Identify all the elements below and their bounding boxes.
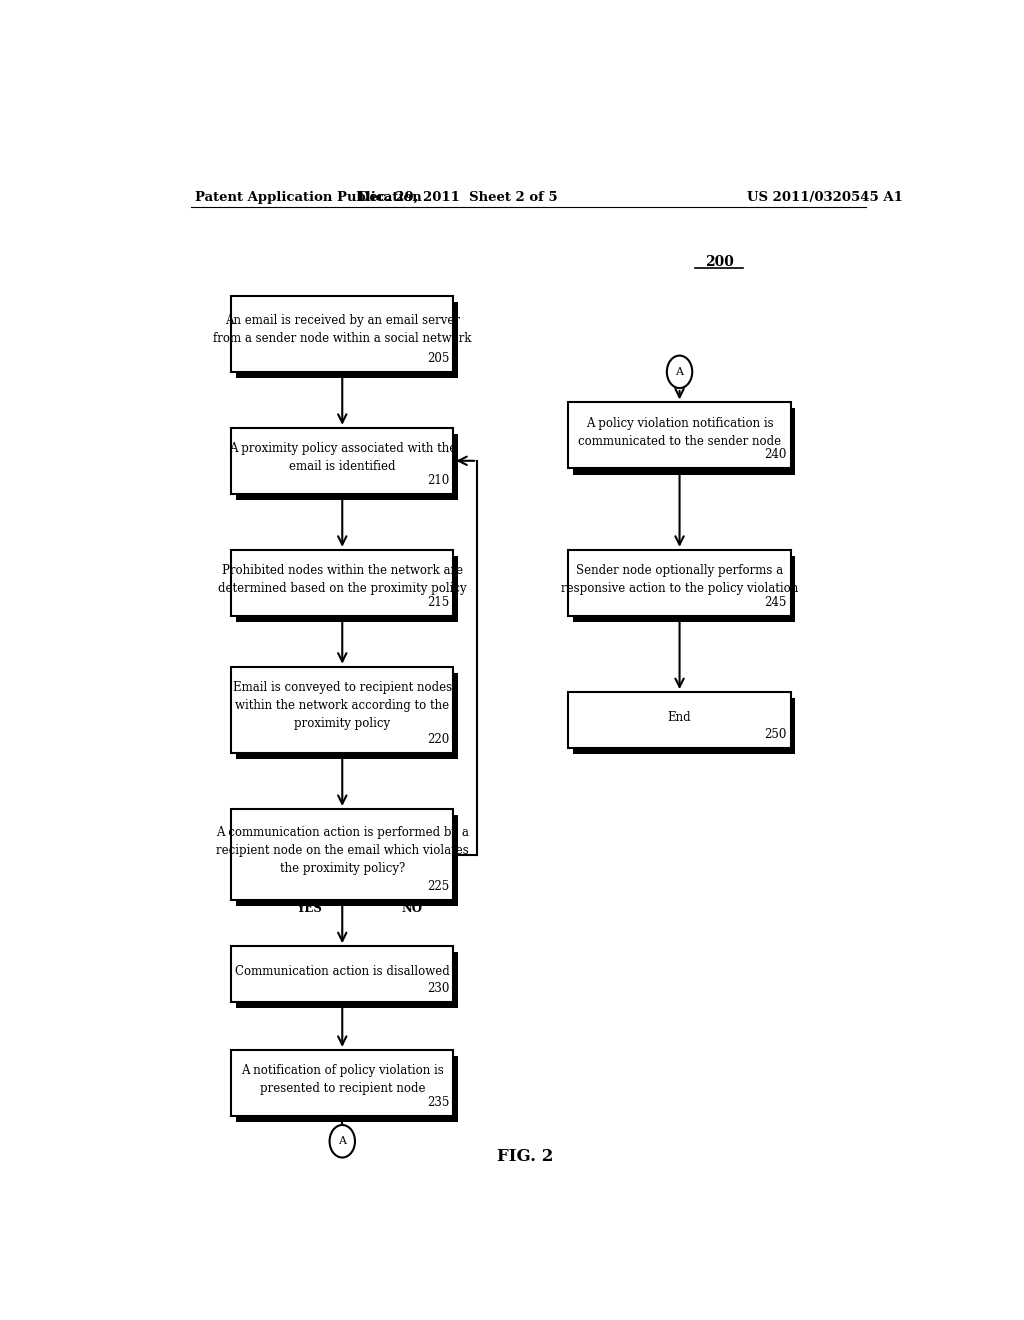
FancyBboxPatch shape [231,296,454,372]
FancyBboxPatch shape [573,698,796,754]
Text: 240: 240 [764,449,786,461]
FancyBboxPatch shape [231,549,454,615]
Text: End: End [668,710,691,723]
Text: 230: 230 [427,982,450,995]
Text: Communication action is disallowed: Communication action is disallowed [234,965,450,978]
Text: NO: NO [401,902,423,915]
Text: A proximity policy associated with the
email is identified: A proximity policy associated with the e… [228,442,456,473]
Text: 210: 210 [427,474,450,487]
Circle shape [667,355,692,388]
FancyBboxPatch shape [231,1049,454,1115]
Text: An email is received by an email server
from a sender node within a social netwo: An email is received by an email server … [213,314,471,346]
FancyBboxPatch shape [231,667,454,752]
Text: US 2011/0320545 A1: US 2011/0320545 A1 [748,190,903,203]
Text: Dec. 29, 2011  Sheet 2 of 5: Dec. 29, 2011 Sheet 2 of 5 [357,190,557,203]
Text: 235: 235 [427,1096,450,1109]
Text: 200: 200 [705,255,733,269]
Text: A communication action is performed by a
recipient node on the email which viola: A communication action is performed by a… [216,825,469,875]
FancyBboxPatch shape [236,673,458,759]
FancyBboxPatch shape [573,556,796,622]
Text: 250: 250 [764,727,786,741]
FancyBboxPatch shape [236,952,458,1008]
Text: 205: 205 [427,351,450,364]
FancyBboxPatch shape [573,408,796,474]
Text: YES: YES [297,902,323,915]
FancyBboxPatch shape [231,809,454,900]
Text: A policy violation notification is
communicated to the sender node: A policy violation notification is commu… [578,417,781,447]
Text: Sender node optionally performs a
responsive action to the policy violation: Sender node optionally performs a respon… [561,564,798,595]
FancyBboxPatch shape [568,403,791,469]
Text: Email is conveyed to recipient nodes
within the network according to the
proximi: Email is conveyed to recipient nodes wit… [232,681,452,730]
FancyBboxPatch shape [236,302,458,378]
FancyBboxPatch shape [568,549,791,615]
FancyBboxPatch shape [568,692,791,748]
Text: 220: 220 [427,733,450,746]
Text: A notification of policy violation is
presented to recipient node: A notification of policy violation is pr… [241,1064,443,1096]
Text: A: A [676,367,684,376]
FancyBboxPatch shape [236,556,458,622]
FancyBboxPatch shape [231,946,454,1002]
FancyBboxPatch shape [236,434,458,500]
Text: FIG. 2: FIG. 2 [497,1148,553,1166]
FancyBboxPatch shape [236,814,458,907]
FancyBboxPatch shape [231,428,454,494]
Circle shape [330,1125,355,1158]
Text: A: A [338,1137,346,1146]
Text: 245: 245 [764,595,786,609]
Text: 225: 225 [427,880,450,894]
Text: 215: 215 [427,595,450,609]
Text: Patent Application Publication: Patent Application Publication [196,190,422,203]
Text: Prohibited nodes within the network are
determined based on the proximity policy: Prohibited nodes within the network are … [218,564,467,595]
FancyBboxPatch shape [236,1056,458,1122]
